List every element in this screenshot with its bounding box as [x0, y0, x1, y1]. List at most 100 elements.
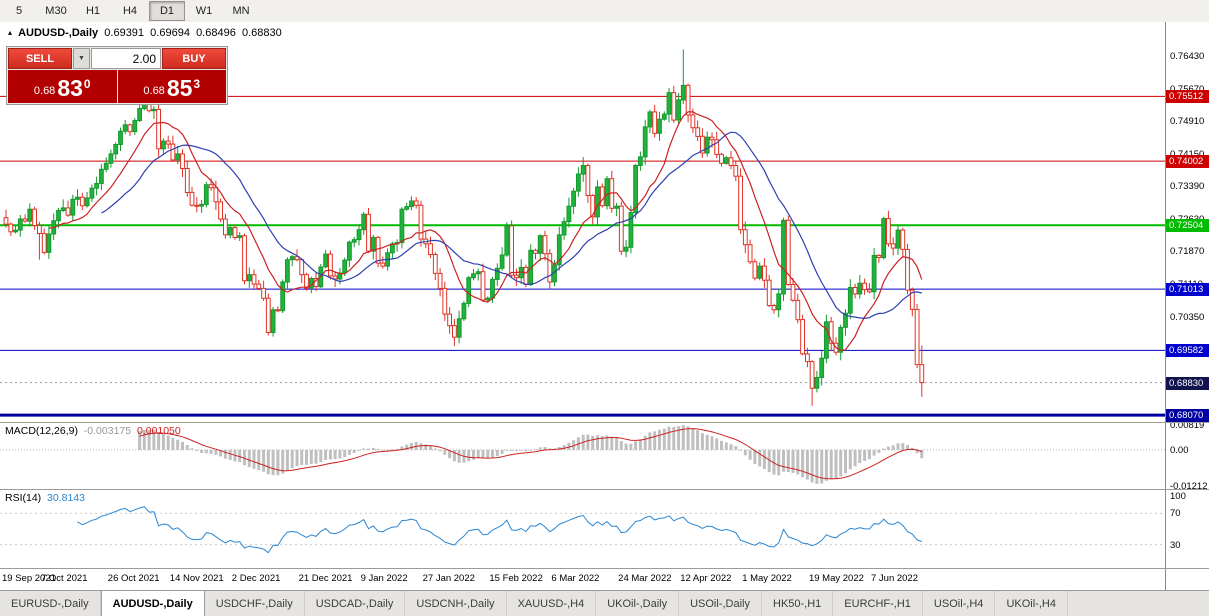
buy-price-big: 85: [166, 75, 193, 101]
tf-button-w1[interactable]: W1: [195, 5, 213, 17]
tf-button-5[interactable]: 5: [15, 5, 23, 17]
rsi-line: [77, 506, 922, 554]
sell-price-big: 83: [57, 75, 83, 101]
x-axis-label: 12 Apr 2022: [680, 573, 732, 584]
timeframe-toolbar: 5 M30 H1 H4 D1 W1 MN: [0, 0, 1209, 23]
buy-price-prefix: 0.68: [143, 85, 165, 97]
tf-button-mn[interactable]: MN: [232, 5, 250, 17]
buy-price-display[interactable]: 0.68 85 3: [117, 70, 226, 103]
y-axis-tick: 0.71870: [1170, 246, 1205, 258]
tab-eurchf-h1[interactable]: EURCHF-,H1: [833, 591, 923, 616]
tab-hk50-h1[interactable]: HK50-,H1: [762, 591, 834, 616]
y-axis-tick: 0.70350: [1170, 311, 1205, 323]
ohlc-close: 0.68830: [241, 27, 282, 39]
ma-slow-line: [101, 131, 922, 320]
macd-axis-label: -0.01212: [1170, 481, 1208, 493]
tab-xauusd-h4[interactable]: XAUUSD-,H4: [507, 591, 597, 616]
y-axis-tick: 0.74150: [1170, 149, 1204, 160]
x-axis-label: 1 May 2022: [742, 573, 792, 584]
rsi-title: RSI(14) 30.8143: [5, 492, 85, 504]
buy-button[interactable]: BUY: [162, 48, 226, 69]
y-axis-tick: 0.73390: [1170, 181, 1205, 193]
sell-button[interactable]: SELL: [8, 48, 72, 69]
x-axis-label: 2 Dec 2021: [231, 573, 281, 584]
macd-histogram: [138, 425, 924, 484]
rsi-panel: RSI(14) 30.8143: [0, 490, 1166, 568]
tf-button-m30[interactable]: M30: [45, 5, 67, 17]
y-axis-tick: 0.75670: [1170, 83, 1205, 95]
symbol-header: ▴ AUDUSD-,Daily 0.69391 0.69694 0.68496 …: [8, 27, 282, 39]
macd-axis-label: 0.00819: [1170, 420, 1205, 432]
ohlc-open: 0.69391: [104, 27, 145, 39]
ohlc-high: 0.69694: [150, 27, 190, 39]
price-level-badge: 0.75512: [1166, 90, 1209, 104]
tab-usoil-daily[interactable]: USOil-,Daily: [679, 591, 762, 616]
x-axis-label: 15 Feb 2022: [489, 573, 543, 584]
volume-input[interactable]: [91, 48, 161, 69]
symbol-name: AUDUSD-,Daily: [18, 27, 99, 39]
x-axis-label: 19 Sep 2021: [2, 573, 56, 584]
x-axis-label: 19 May 2022: [808, 573, 864, 584]
price-level-badge: 0.68070: [1166, 409, 1209, 423]
price-level-badge: 0.72504: [1166, 219, 1209, 233]
chevron-down-icon: ▼: [78, 55, 85, 62]
y-axis-tick: 0.74910: [1170, 116, 1205, 128]
x-axis-label: 14 Nov 2021: [169, 573, 224, 584]
macd-signal-value: 0.001050: [136, 425, 181, 437]
chart-tab-bar: EURUSD-,Daily AUDUSD-,Daily USDCHF-,Daily U…: [0, 590, 1209, 616]
x-axis-label: 27 Jan 2022: [422, 573, 475, 584]
one-click-trading-panel: SELL ▼ BUY 0.68 83 0 0.68 85 3: [6, 46, 228, 105]
rsi-axis-label: 70: [1170, 508, 1181, 520]
rsi-axis-label: 100: [1170, 491, 1186, 502]
macd-main-value: -0.003175: [83, 425, 132, 437]
macd-title: MACD(12,26,9) -0.003175 0.001050: [5, 425, 181, 437]
ohlc-low: 0.68496: [196, 27, 236, 39]
tab-eurusd-daily[interactable]: EURUSD-,Daily: [0, 591, 101, 616]
sell-price-sup: 0: [83, 77, 91, 91]
x-axis-label: 6 Mar 2022: [551, 573, 600, 584]
macd-signal-line: [139, 428, 922, 480]
sell-price-prefix: 0.68: [33, 85, 56, 97]
panel-separator: [0, 489, 1209, 490]
sell-price-display[interactable]: 0.68 83 0: [8, 70, 117, 103]
tf-button-h1[interactable]: H1: [85, 5, 101, 17]
x-axis-label: 7 Oct 2021: [41, 573, 88, 584]
volume-dropdown[interactable]: ▼: [73, 48, 90, 69]
tab-usoil-h4[interactable]: USOil-,H4: [923, 591, 996, 616]
x-axis-label: 26 Oct 2021: [107, 573, 160, 584]
date-axis: 19 Sep 2021 7 Oct 2021 26 Oct 2021 14 Nov 2…: [0, 569, 1166, 590]
rsi-axis-label: 30: [1170, 539, 1181, 551]
main-chart-panel: ▴ AUDUSD-,Daily 0.69391 0.69694 0.68496 …: [0, 22, 1166, 422]
tab-usdcnh-daily[interactable]: USDCNH-,Daily: [405, 591, 507, 616]
panel-separator: [0, 422, 1209, 423]
macd-axis-label: 0.00: [1170, 444, 1189, 456]
tab-ukoil-daily[interactable]: UKOil-,Daily: [596, 591, 680, 616]
tf-button-d1[interactable]: D1: [149, 1, 185, 21]
x-axis-label: 7 Jun 2022: [870, 573, 918, 584]
x-axis-label: 24 Mar 2022: [618, 573, 672, 584]
tab-ukoil-h4[interactable]: UKOil-,H4: [995, 591, 1068, 616]
tab-usdchf-daily[interactable]: USDCHF-,Daily: [205, 591, 305, 616]
tab-usdcad-daily[interactable]: USDCAD-,Daily: [305, 591, 406, 616]
main-chart-canvas[interactable]: [0, 22, 1166, 422]
x-axis-label: 9 Jan 2022: [360, 573, 408, 584]
symbol-marker-icon: ▴: [8, 28, 13, 37]
tf-button-h4[interactable]: H4: [122, 5, 138, 17]
candles-layer: [3, 49, 925, 406]
rsi-canvas[interactable]: [0, 490, 1166, 568]
panel-separator: [0, 568, 1209, 569]
macd-panel: MACD(12,26,9) -0.003175 0.001050: [0, 423, 1166, 489]
price-level-badge: 0.69582: [1166, 344, 1209, 358]
x-axis-label: 21 Dec 2021: [298, 573, 353, 584]
ma-fast-line: [48, 111, 923, 352]
price-level-badge: 0.74002: [1166, 155, 1209, 169]
price-level-badge: 0.71013: [1166, 283, 1209, 297]
current-price-badge: 0.68830: [1166, 376, 1209, 390]
buy-price-sup: 3: [193, 77, 201, 91]
rsi-value: 30.8143: [47, 492, 85, 504]
price-axis: 0.764300.756700.749100.741500.733900.726…: [1165, 22, 1209, 590]
tab-audusd-daily[interactable]: AUDUSD-,Daily: [100, 591, 205, 616]
macd-canvas[interactable]: [0, 423, 1166, 489]
y-axis-tick: 0.76430: [1170, 51, 1205, 63]
